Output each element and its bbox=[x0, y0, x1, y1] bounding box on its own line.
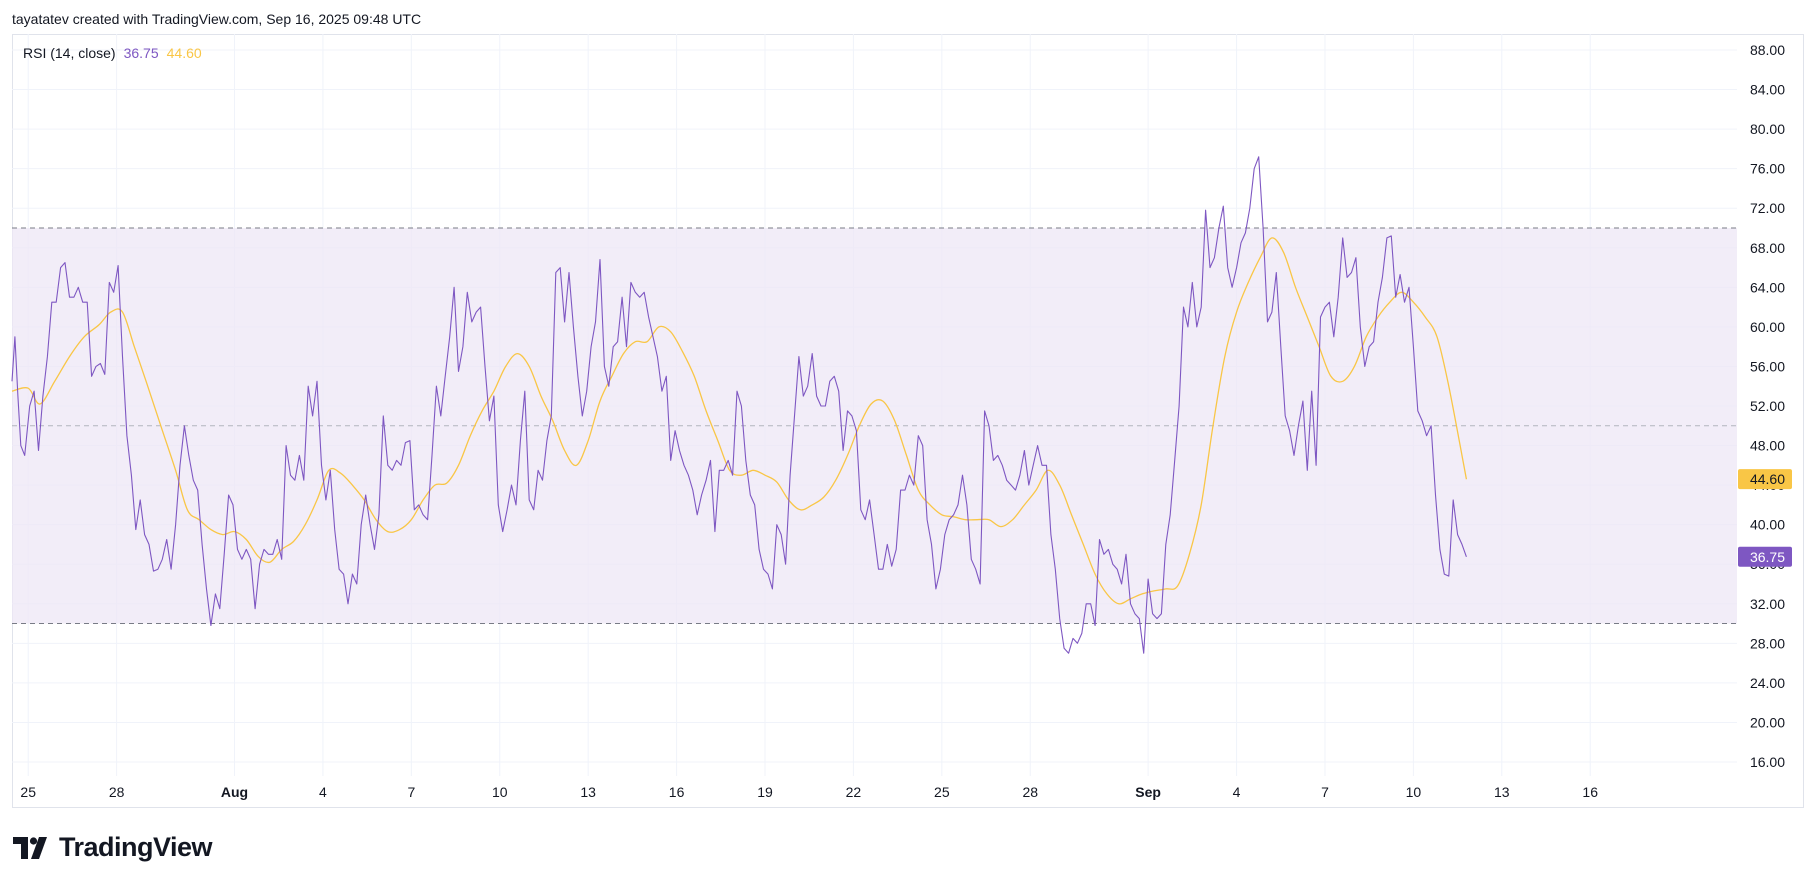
x-tick-label: 10 bbox=[492, 784, 508, 800]
series-layer bbox=[11, 156, 1468, 654]
y-tick-label: 80.00 bbox=[1750, 121, 1785, 137]
y-tick-label: 28.00 bbox=[1750, 635, 1785, 651]
y-tick-label: 32.00 bbox=[1750, 596, 1785, 612]
y-tick-label: 68.00 bbox=[1750, 240, 1785, 256]
rsi-band-layer bbox=[12, 227, 1737, 625]
y-tick-label: 52.00 bbox=[1750, 398, 1785, 414]
x-tick-label: 25 bbox=[20, 784, 36, 800]
tradingview-logo[interactable]: TradingView bbox=[13, 832, 213, 863]
rsi-value: 36.75 bbox=[123, 45, 159, 61]
y-tick-label: 76.00 bbox=[1750, 161, 1785, 177]
y-tick-label: 16.00 bbox=[1750, 754, 1785, 770]
x-tick-label: 7 bbox=[1321, 784, 1329, 800]
x-tick-label: 16 bbox=[1582, 784, 1598, 800]
indicator-label: RSI (14, close) bbox=[23, 45, 116, 61]
rsi-last-value-badge-text: 36.75 bbox=[1750, 549, 1785, 565]
y-axis: 88.00 84.00 80.00 76.00 72.00 68.00 64.00 60.00… bbox=[1750, 42, 1785, 770]
x-tick-label: 22 bbox=[846, 784, 862, 800]
x-tick-label: 13 bbox=[580, 784, 596, 800]
y-tick-label: 60.00 bbox=[1750, 319, 1785, 335]
x-tick-label: 25 bbox=[934, 784, 950, 800]
y-tick-label: 48.00 bbox=[1750, 438, 1785, 454]
attribution-header: tayatatev created with TradingView.com, … bbox=[12, 11, 422, 27]
ma-value: 44.60 bbox=[166, 45, 202, 61]
price-badges: 44.60 36.75 bbox=[1738, 469, 1792, 567]
y-tick-label: 64.00 bbox=[1750, 279, 1785, 295]
y-tick-label: 40.00 bbox=[1750, 517, 1785, 533]
x-tick-label: 16 bbox=[669, 784, 685, 800]
x-tick-label: 19 bbox=[757, 784, 773, 800]
ma-line bbox=[11, 237, 1468, 605]
ma-last-value-badge-text: 44.60 bbox=[1750, 471, 1785, 487]
ma-last-value-badge-bg bbox=[1738, 469, 1792, 490]
x-axis: 25 28 Aug 4 7 10 13 16 19 22 25 28 Sep 4 7 10 13 16 bbox=[20, 784, 1598, 800]
x-tick-label: 7 bbox=[407, 784, 415, 800]
rsi-line bbox=[11, 156, 1467, 654]
x-tick-label: 28 bbox=[1022, 784, 1038, 800]
y-tick-label: 56.00 bbox=[1750, 358, 1785, 374]
rsi-band-fill bbox=[12, 228, 1737, 624]
y-tick-label: 72.00 bbox=[1750, 200, 1785, 216]
y-tick-label: 20.00 bbox=[1750, 714, 1785, 730]
x-tick-label: Sep bbox=[1135, 784, 1161, 800]
x-tick-label: 10 bbox=[1406, 784, 1422, 800]
x-tick-label: Aug bbox=[221, 784, 248, 800]
indicator-legend[interactable]: RSI (14, close) 36.75 44.60 bbox=[23, 45, 202, 61]
brand-name: TradingView bbox=[59, 832, 213, 862]
x-tick-label: 28 bbox=[109, 784, 125, 800]
rsi-last-value-badge: 36.75 bbox=[1738, 546, 1792, 567]
x-tick-label: 4 bbox=[1233, 784, 1241, 800]
rsi-last-value-badge-bg bbox=[1738, 546, 1792, 567]
x-tick-label: 4 bbox=[319, 784, 327, 800]
y-tick-label: 88.00 bbox=[1750, 42, 1785, 58]
x-tick-label: 13 bbox=[1494, 784, 1510, 800]
tradingview-logo-icon bbox=[13, 836, 47, 859]
y-tick-label: 84.00 bbox=[1750, 82, 1785, 98]
y-tick-label: 24.00 bbox=[1750, 675, 1785, 691]
ma-last-value-badge: 44.60 bbox=[1738, 469, 1792, 490]
